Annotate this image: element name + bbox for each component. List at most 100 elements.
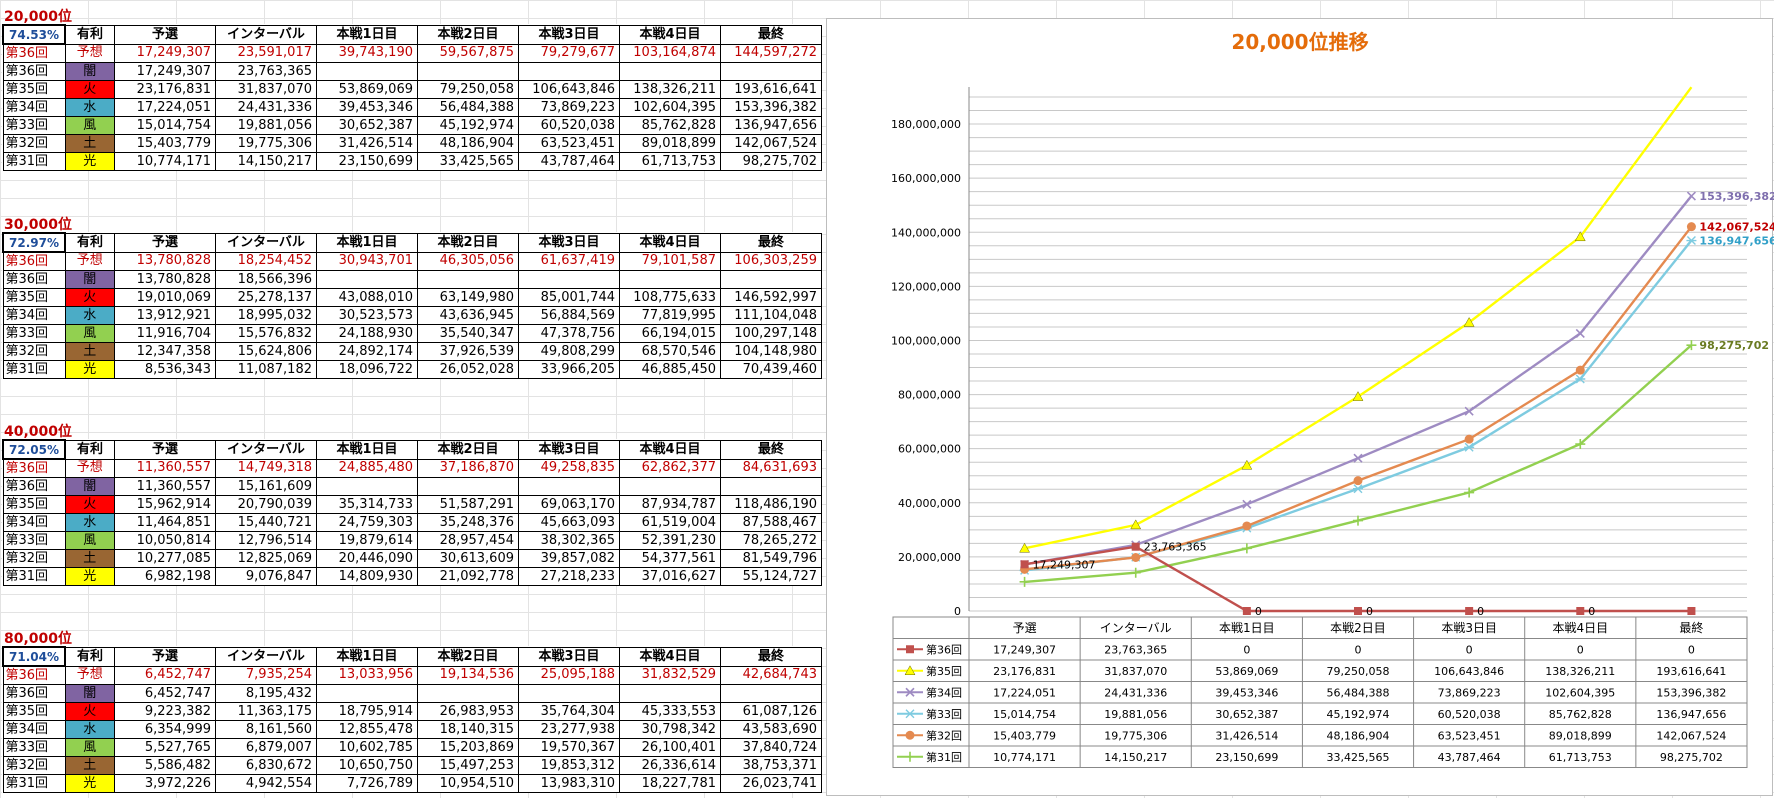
row-label[interactable]: 第36回 bbox=[2, 684, 66, 703]
column-header[interactable]: 本戦4日目 bbox=[619, 439, 721, 460]
value-cell[interactable]: 18,995,032 bbox=[215, 306, 317, 325]
value-cell[interactable]: 11,916,704 bbox=[114, 324, 216, 343]
advantage-cell[interactable]: 火 bbox=[64, 702, 115, 721]
value-cell[interactable]: 18,566,396 bbox=[215, 270, 317, 289]
value-cell[interactable]: 60,520,038 bbox=[518, 116, 620, 135]
value-cell[interactable]: 62,862,377 bbox=[619, 458, 721, 478]
value-cell[interactable]: 20,446,090 bbox=[316, 549, 418, 568]
value-cell[interactable]: 37,926,539 bbox=[417, 342, 519, 361]
column-header[interactable]: 本戦1日目 bbox=[316, 646, 418, 667]
value-cell[interactable]: 54,377,561 bbox=[619, 549, 721, 568]
value-cell[interactable]: 11,360,557 bbox=[114, 458, 216, 478]
column-header[interactable]: 本戦3日目 bbox=[518, 439, 620, 460]
value-cell[interactable]: 4,942,554 bbox=[215, 774, 317, 793]
value-cell[interactable] bbox=[316, 62, 418, 81]
value-cell[interactable]: 35,764,304 bbox=[518, 702, 620, 721]
row-label[interactable]: 第36回 bbox=[2, 477, 66, 496]
value-cell[interactable] bbox=[417, 270, 519, 289]
value-cell[interactable]: 78,265,272 bbox=[720, 531, 822, 550]
value-cell[interactable]: 26,023,741 bbox=[720, 774, 822, 793]
value-cell[interactable]: 23,176,831 bbox=[114, 80, 216, 99]
ratio-cell[interactable]: 72.97% bbox=[2, 232, 66, 253]
value-cell[interactable]: 66,194,015 bbox=[619, 324, 721, 343]
value-cell[interactable]: 106,643,846 bbox=[518, 80, 620, 99]
value-cell[interactable]: 10,602,785 bbox=[316, 738, 418, 757]
value-cell[interactable]: 13,780,828 bbox=[114, 251, 216, 271]
row-label[interactable]: 第36回 bbox=[2, 251, 66, 271]
value-cell[interactable] bbox=[518, 684, 620, 703]
value-cell[interactable] bbox=[619, 270, 721, 289]
value-cell[interactable]: 15,403,779 bbox=[114, 134, 216, 153]
value-cell[interactable] bbox=[720, 62, 822, 81]
column-header[interactable]: インターバル bbox=[215, 232, 317, 253]
advantage-cell[interactable]: 闇 bbox=[64, 477, 115, 496]
column-header[interactable]: 予選 bbox=[114, 24, 216, 45]
value-cell[interactable]: 59,567,875 bbox=[417, 43, 519, 63]
value-cell[interactable] bbox=[720, 270, 822, 289]
row-label[interactable]: 第32回 bbox=[2, 756, 66, 775]
value-cell[interactable]: 24,431,336 bbox=[215, 98, 317, 117]
value-cell[interactable]: 12,855,478 bbox=[316, 720, 418, 739]
value-cell[interactable]: 81,549,796 bbox=[720, 549, 822, 568]
value-cell[interactable]: 100,297,148 bbox=[720, 324, 822, 343]
advantage-cell[interactable]: 土 bbox=[64, 549, 115, 568]
row-label[interactable]: 第34回 bbox=[2, 306, 66, 325]
value-cell[interactable]: 15,624,806 bbox=[215, 342, 317, 361]
value-cell[interactable]: 14,150,217 bbox=[215, 152, 317, 171]
value-cell[interactable]: 10,774,171 bbox=[114, 152, 216, 171]
value-cell[interactable]: 10,954,510 bbox=[417, 774, 519, 793]
value-cell[interactable] bbox=[619, 684, 721, 703]
column-header[interactable]: インターバル bbox=[215, 646, 317, 667]
value-cell[interactable]: 46,305,056 bbox=[417, 251, 519, 271]
value-cell[interactable]: 31,832,529 bbox=[619, 665, 721, 685]
value-cell[interactable]: 17,249,307 bbox=[114, 62, 216, 81]
value-cell[interactable]: 3,972,226 bbox=[114, 774, 216, 793]
row-label[interactable]: 第33回 bbox=[2, 738, 66, 757]
value-cell[interactable]: 10,650,750 bbox=[316, 756, 418, 775]
value-cell[interactable]: 11,464,851 bbox=[114, 513, 216, 532]
value-cell[interactable]: 31,426,514 bbox=[316, 134, 418, 153]
value-cell[interactable]: 26,052,028 bbox=[417, 360, 519, 379]
value-cell[interactable]: 79,279,677 bbox=[518, 43, 620, 63]
value-cell[interactable] bbox=[720, 477, 822, 496]
value-cell[interactable]: 11,363,175 bbox=[215, 702, 317, 721]
value-cell[interactable]: 37,186,870 bbox=[417, 458, 519, 478]
row-label[interactable]: 第36回 bbox=[2, 270, 66, 289]
advantage-cell[interactable]: 予想 bbox=[64, 251, 115, 271]
row-label[interactable]: 第35回 bbox=[2, 702, 66, 721]
row-label[interactable]: 第31回 bbox=[2, 567, 66, 586]
value-cell[interactable]: 9,223,382 bbox=[114, 702, 216, 721]
advantage-cell[interactable]: 光 bbox=[64, 774, 115, 793]
value-cell[interactable]: 30,798,342 bbox=[619, 720, 721, 739]
value-cell[interactable]: 98,275,702 bbox=[720, 152, 822, 171]
value-cell[interactable]: 11,087,182 bbox=[215, 360, 317, 379]
advantage-cell[interactable]: 予想 bbox=[64, 665, 115, 685]
value-cell[interactable] bbox=[518, 270, 620, 289]
value-cell[interactable]: 30,523,573 bbox=[316, 306, 418, 325]
value-cell[interactable]: 69,063,170 bbox=[518, 495, 620, 514]
column-header[interactable]: 最終 bbox=[720, 439, 822, 460]
value-cell[interactable]: 8,161,560 bbox=[215, 720, 317, 739]
advantage-cell[interactable]: 土 bbox=[64, 756, 115, 775]
value-cell[interactable]: 6,982,198 bbox=[114, 567, 216, 586]
value-cell[interactable]: 89,018,899 bbox=[619, 134, 721, 153]
row-label[interactable]: 第34回 bbox=[2, 720, 66, 739]
value-cell[interactable]: 43,088,010 bbox=[316, 288, 418, 307]
value-cell[interactable]: 6,452,747 bbox=[114, 665, 216, 685]
row-label[interactable]: 第35回 bbox=[2, 80, 66, 99]
advantage-cell[interactable]: 風 bbox=[64, 324, 115, 343]
advantage-cell[interactable]: 風 bbox=[64, 738, 115, 757]
row-label[interactable]: 第32回 bbox=[2, 342, 66, 361]
column-header[interactable]: 予選 bbox=[114, 439, 216, 460]
column-header[interactable]: 本戦3日目 bbox=[518, 646, 620, 667]
ratio-cell[interactable]: 72.05% bbox=[2, 439, 66, 460]
value-cell[interactable] bbox=[518, 477, 620, 496]
value-cell[interactable]: 37,016,627 bbox=[619, 567, 721, 586]
value-cell[interactable]: 87,588,467 bbox=[720, 513, 822, 532]
value-cell[interactable]: 35,314,733 bbox=[316, 495, 418, 514]
advantage-cell[interactable]: 水 bbox=[64, 513, 115, 532]
value-cell[interactable]: 46,885,450 bbox=[619, 360, 721, 379]
value-cell[interactable]: 18,254,452 bbox=[215, 251, 317, 271]
value-cell[interactable]: 10,277,085 bbox=[114, 549, 216, 568]
value-cell[interactable]: 70,439,460 bbox=[720, 360, 822, 379]
